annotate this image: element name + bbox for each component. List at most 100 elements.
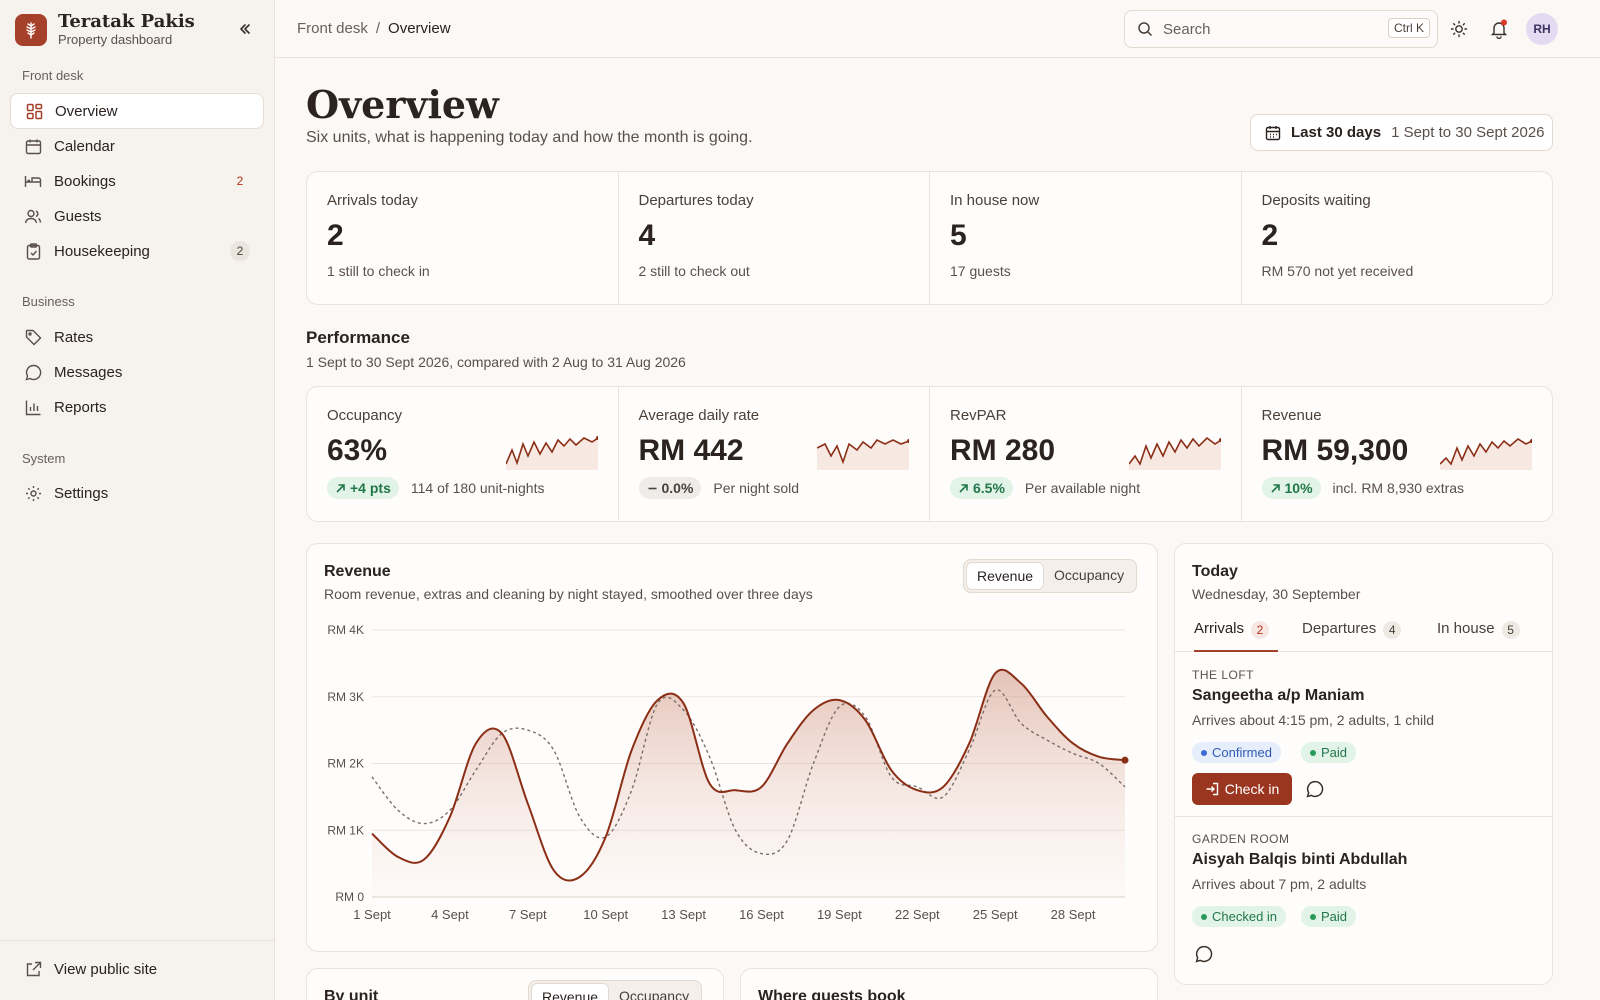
tab-in-house[interactable]: In house 5	[1437, 616, 1520, 652]
brand[interactable]: Teratak Pakis Property dashboard	[15, 12, 195, 48]
sidebar-item-guests[interactable]: Guests	[10, 198, 264, 234]
stat-label: Departures today	[638, 192, 754, 209]
performance-subtitle: 1 Sept to 30 Sept 2026, compared with 2 …	[306, 354, 686, 370]
guest-room: GARDEN ROOM	[1192, 832, 1290, 846]
sidebar-item-label: Guests	[54, 207, 102, 225]
toggle-revenue[interactable]: Revenue	[966, 562, 1045, 590]
sidebar-item-reports[interactable]: Reports	[10, 389, 264, 425]
tab-arrivals[interactable]: Arrivals 2	[1194, 616, 1278, 652]
message-guest-button[interactable]	[1303, 777, 1327, 801]
kpi-occupancy[interactable]: Occupancy 63% +4 pts 114 of 180 unit-nig…	[307, 387, 619, 521]
stat-departures[interactable]: Departures today 4 2 still to check out	[619, 172, 930, 304]
stat-deposits[interactable]: Deposits waiting 2 RM 570 not yet receiv…	[1242, 172, 1553, 304]
sidebar-item-bookings[interactable]: Bookings 2	[10, 163, 264, 199]
check-in-button[interactable]: Check in	[1192, 773, 1292, 805]
view-public-site-label: View public site	[54, 960, 158, 978]
kpi-note: Per night sold	[713, 480, 800, 496]
kpi-label: Occupancy	[327, 407, 403, 424]
guest-arrival-info: Arrives about 4:15 pm, 2 adults, 1 child	[1192, 712, 1435, 728]
y-tick-label: RM 0	[335, 890, 364, 904]
sidebar-item-overview[interactable]: Overview	[10, 93, 264, 129]
revenue-series-line	[371, 668, 1126, 882]
toggle-occupancy[interactable]: Occupancy	[1054, 567, 1125, 583]
today-stats: Arrivals today 2 1 still to check in Dep…	[306, 171, 1553, 305]
kpi-revpar[interactable]: RevPAR RM 280 6.5% Per available night	[930, 387, 1242, 521]
gear-icon	[24, 484, 42, 502]
brand-subtitle: Property dashboard	[58, 32, 173, 47]
comparison-series-line	[371, 689, 1126, 856]
sidebar-item-label: Rates	[54, 328, 94, 346]
where-guests-book-title: Where guests book	[758, 988, 906, 1000]
y-tick-label: RM 2K	[327, 757, 364, 771]
performance-title: Performance	[306, 328, 410, 347]
kpi-adr[interactable]: Average daily rate RM 442 0.0% Per night…	[619, 387, 930, 521]
search-icon	[1138, 22, 1153, 37]
tag-icon	[24, 328, 42, 346]
theme-toggle-button[interactable]	[1447, 17, 1471, 41]
calendar-icon	[24, 137, 42, 155]
x-tick-label: 13 Sept	[661, 907, 706, 922]
message-icon	[1306, 780, 1324, 798]
sparkline	[1128, 436, 1221, 470]
breadcrumb: Front desk / Overview	[297, 20, 451, 37]
tab-label: Departures	[1302, 620, 1377, 637]
notifications-button[interactable]	[1487, 17, 1511, 41]
external-link-icon	[24, 960, 42, 978]
date-range-picker[interactable]: Last 30 days 1 Sept to 30 Sept 2026	[1250, 114, 1553, 151]
divider	[1175, 816, 1552, 817]
kpi-label: RevPAR	[950, 407, 1007, 424]
stat-arrivals[interactable]: Arrivals today 2 1 still to check in	[307, 172, 619, 304]
sidebar-item-housekeeping[interactable]: Housekeeping 2	[10, 233, 264, 269]
sidebar-item-settings[interactable]: Settings	[10, 475, 264, 511]
breadcrumb-front-desk[interactable]: Front desk	[297, 20, 368, 37]
kpi-value: RM 442	[638, 434, 744, 467]
revenue-chart: RM 0 RM 1K RM 2K RM 3K RM 4K 1 Sept 4 Sept 7 Se…	[327, 623, 1129, 922]
stat-value: 5	[950, 219, 967, 252]
bar-chart-icon	[24, 398, 42, 416]
nav-section-system: System	[22, 451, 66, 466]
toggle-revenue[interactable]: Revenue	[531, 983, 610, 1000]
search-input[interactable]	[1163, 20, 1373, 38]
stat-in-house[interactable]: In house now 5 17 guests	[930, 172, 1242, 304]
revenue-card-subtitle: Room revenue, extras and cleaning by nig…	[324, 586, 813, 602]
fern-logo-icon	[15, 14, 47, 46]
by-unit-toggle: Revenue Occupancy	[528, 980, 703, 1000]
sidebar-item-calendar[interactable]: Calendar	[10, 128, 264, 164]
users-icon	[24, 207, 42, 225]
y-tick-label: RM 4K	[327, 623, 364, 637]
view-public-site-link[interactable]: View public site	[10, 951, 264, 987]
grid-icon	[25, 102, 43, 120]
today-tabs: Arrivals 2 Departures 4 In house 5	[1175, 616, 1552, 652]
clipboard-check-icon	[24, 242, 42, 260]
minus-icon	[648, 487, 656, 489]
sparkline	[1440, 438, 1532, 470]
tab-count: 2	[1251, 621, 1270, 639]
kpi-value: 63%	[327, 434, 388, 467]
breadcrumb-current: Overview	[388, 20, 451, 37]
by-unit-card: By unit Revenue Occupancy	[306, 968, 724, 1000]
avatar[interactable]: RH	[1526, 13, 1558, 45]
bookings-count-badge: 2	[236, 174, 244, 188]
kpi-revenue[interactable]: Revenue RM 59,300 10% incl. RM 8,930 ext…	[1242, 387, 1553, 521]
kpi-value: RM 280	[950, 434, 1056, 467]
sidebar-item-messages[interactable]: Messages	[10, 354, 264, 390]
x-tick-label: 22 Sept	[895, 907, 940, 922]
stat-label: Deposits waiting	[1261, 192, 1371, 209]
stat-label: In house now	[950, 192, 1040, 209]
sidebar-footer: View public site	[0, 940, 275, 1000]
collapse-sidebar-button[interactable]	[234, 18, 256, 40]
check-in-label: Check in	[1224, 781, 1280, 797]
search-box[interactable]: Ctrl K	[1124, 10, 1438, 48]
x-tick-label: 28 Sept	[1051, 907, 1096, 922]
message-icon	[24, 363, 42, 381]
message-guest-button[interactable]	[1192, 942, 1216, 966]
x-tick-label: 4 Sept	[431, 907, 469, 922]
breadcrumb-separator: /	[375, 20, 381, 37]
x-tick-label: 10 Sept	[583, 907, 628, 922]
tab-departures[interactable]: Departures 4	[1302, 616, 1402, 652]
toggle-occupancy[interactable]: Occupancy	[619, 988, 690, 1000]
stat-sub: 1 still to check in	[327, 263, 430, 279]
sidebar-item-rates[interactable]: Rates	[10, 319, 264, 355]
bell-icon	[1490, 19, 1508, 39]
arrow-up-right-icon	[959, 483, 968, 493]
